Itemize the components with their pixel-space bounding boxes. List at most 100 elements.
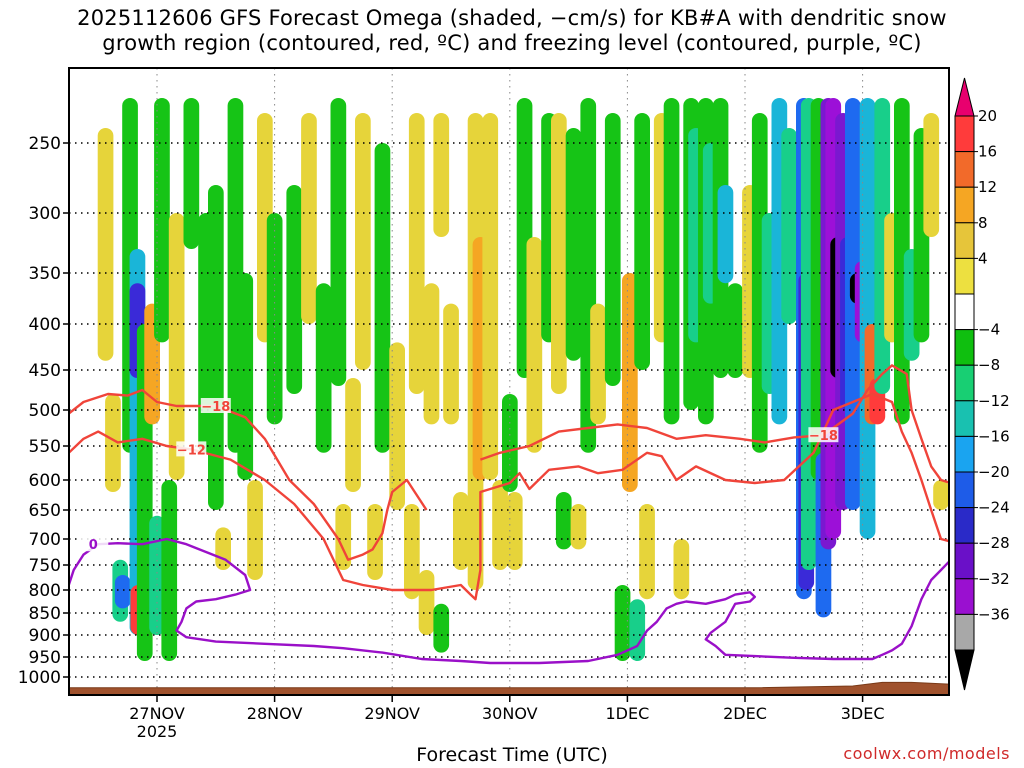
y-tick-label: 450 bbox=[29, 361, 61, 381]
contour-layer: −18 −12 −18 0 bbox=[69, 364, 949, 665]
y-tick-label: 350 bbox=[29, 264, 61, 284]
credit-link[interactable]: coolwx.com/models bbox=[843, 744, 1010, 763]
omega-cell bbox=[492, 480, 508, 570]
omega-cell bbox=[418, 570, 435, 635]
omega-cell bbox=[663, 98, 680, 425]
omega-shading bbox=[97, 98, 949, 661]
colorbar-label: −16 bbox=[978, 427, 1010, 445]
freezing-contour-label-bg bbox=[78, 536, 109, 552]
y-tick-label: 400 bbox=[29, 315, 61, 335]
dgz-contour-label-bg bbox=[808, 427, 839, 443]
freezing-contour bbox=[69, 537, 949, 665]
x-tick-label: 1DEC bbox=[606, 704, 650, 723]
dgz-contour-label: −18 bbox=[809, 429, 838, 444]
colorbar-label: −20 bbox=[978, 463, 1010, 481]
dgz-contour-label: −12 bbox=[177, 443, 206, 458]
x-tick-sublabel: 2025 bbox=[137, 722, 178, 741]
colorbar-box bbox=[954, 186, 975, 224]
colorbar-box bbox=[954, 400, 975, 437]
omega-cell bbox=[215, 527, 231, 570]
omega-cell bbox=[923, 113, 940, 237]
omega-cell bbox=[237, 273, 254, 480]
omega-cell bbox=[208, 185, 224, 510]
colorbar-label: 12 bbox=[978, 178, 997, 196]
omega-cell bbox=[604, 113, 621, 386]
colorbar-label: 16 bbox=[978, 143, 997, 161]
colorbar-label: 20 bbox=[978, 107, 997, 125]
omega-cell bbox=[97, 128, 114, 361]
colorbar-box bbox=[954, 542, 975, 580]
omega-cell bbox=[433, 603, 450, 653]
y-axis: 2503003504004505005506006507007508008509… bbox=[18, 134, 69, 688]
x-tick-label: 30NOV bbox=[482, 704, 538, 723]
y-tick-label: 650 bbox=[29, 501, 61, 521]
omega-cell bbox=[335, 504, 352, 570]
y-tick-label: 800 bbox=[29, 581, 61, 601]
colorbar-box bbox=[954, 115, 975, 153]
colorbar-label: −8 bbox=[978, 356, 1000, 374]
colorbar-label: −4 bbox=[978, 321, 1000, 339]
omega-cell bbox=[389, 342, 405, 510]
dgz-contour-label: −18 bbox=[201, 400, 230, 415]
y-tick-label: 300 bbox=[29, 204, 61, 224]
x-tick-label: 3DEC bbox=[841, 704, 885, 723]
x-tick-label: 2DEC bbox=[723, 704, 767, 723]
omega-cell bbox=[482, 113, 499, 480]
colorbar-label: −24 bbox=[978, 499, 1010, 517]
y-tick-label: 550 bbox=[29, 437, 61, 457]
omega-cell bbox=[423, 283, 440, 425]
x-tick-label: 28NOV bbox=[247, 704, 303, 723]
colorbar-box bbox=[954, 257, 975, 295]
y-tick-label: 1000 bbox=[18, 668, 61, 688]
omega-cell bbox=[404, 504, 420, 600]
omega-cell bbox=[374, 143, 391, 453]
omega-cell bbox=[717, 185, 734, 284]
y-tick-label: 500 bbox=[29, 401, 61, 421]
omega-cell bbox=[634, 113, 650, 370]
omega-cell bbox=[301, 113, 317, 324]
x-tick-label: 27NOV bbox=[129, 704, 185, 723]
chart-title: 2025112606 GFS Forecast Omega (shaded, −… bbox=[77, 6, 947, 55]
colorbar-box bbox=[954, 364, 975, 402]
omega-cell bbox=[345, 378, 361, 492]
x-axis-title: Forecast Time (UTC) bbox=[416, 744, 608, 766]
colorbar-label: −28 bbox=[978, 534, 1010, 552]
omega-cell bbox=[168, 213, 185, 480]
y-tick-label: 250 bbox=[29, 134, 61, 154]
omega-cell bbox=[355, 113, 371, 370]
omega-cell bbox=[367, 504, 383, 580]
omega-cell bbox=[673, 539, 690, 600]
terrain-layer bbox=[69, 681, 949, 695]
omega-cell bbox=[590, 303, 606, 425]
omega-cell bbox=[247, 480, 263, 580]
omega-cell bbox=[453, 492, 469, 570]
omega-cell bbox=[433, 113, 450, 237]
omega-cell bbox=[408, 113, 425, 394]
omega-cell bbox=[183, 98, 200, 249]
y-tick-label: 950 bbox=[29, 648, 61, 668]
omega-cell bbox=[727, 283, 744, 378]
omega-cell bbox=[506, 492, 523, 570]
colorbar-label: −36 bbox=[978, 605, 1010, 623]
colorbar-top-arrow bbox=[954, 77, 975, 117]
omega-cell bbox=[154, 98, 170, 343]
plot-frame bbox=[68, 67, 950, 696]
colorbar-box bbox=[954, 507, 975, 544]
omega-cell bbox=[859, 98, 876, 539]
y-tick-label: 850 bbox=[29, 604, 61, 624]
colorbar-box bbox=[954, 329, 975, 366]
omega-cell bbox=[614, 585, 631, 661]
omega-cell bbox=[629, 599, 646, 661]
omega-cell bbox=[443, 303, 459, 425]
freezing-contour-label: 0 bbox=[89, 538, 98, 553]
omega-cell bbox=[502, 394, 518, 492]
terrain-fill bbox=[69, 681, 949, 695]
y-tick-label: 900 bbox=[29, 626, 61, 646]
dgz-contour-label-bg bbox=[176, 441, 207, 457]
colorbar-box bbox=[954, 435, 975, 473]
omega-cell bbox=[149, 515, 165, 635]
colorbar-box bbox=[954, 151, 975, 188]
dgz-contour-label-bg bbox=[200, 398, 231, 413]
omega-cell bbox=[639, 504, 655, 600]
omega-cell bbox=[555, 492, 572, 550]
